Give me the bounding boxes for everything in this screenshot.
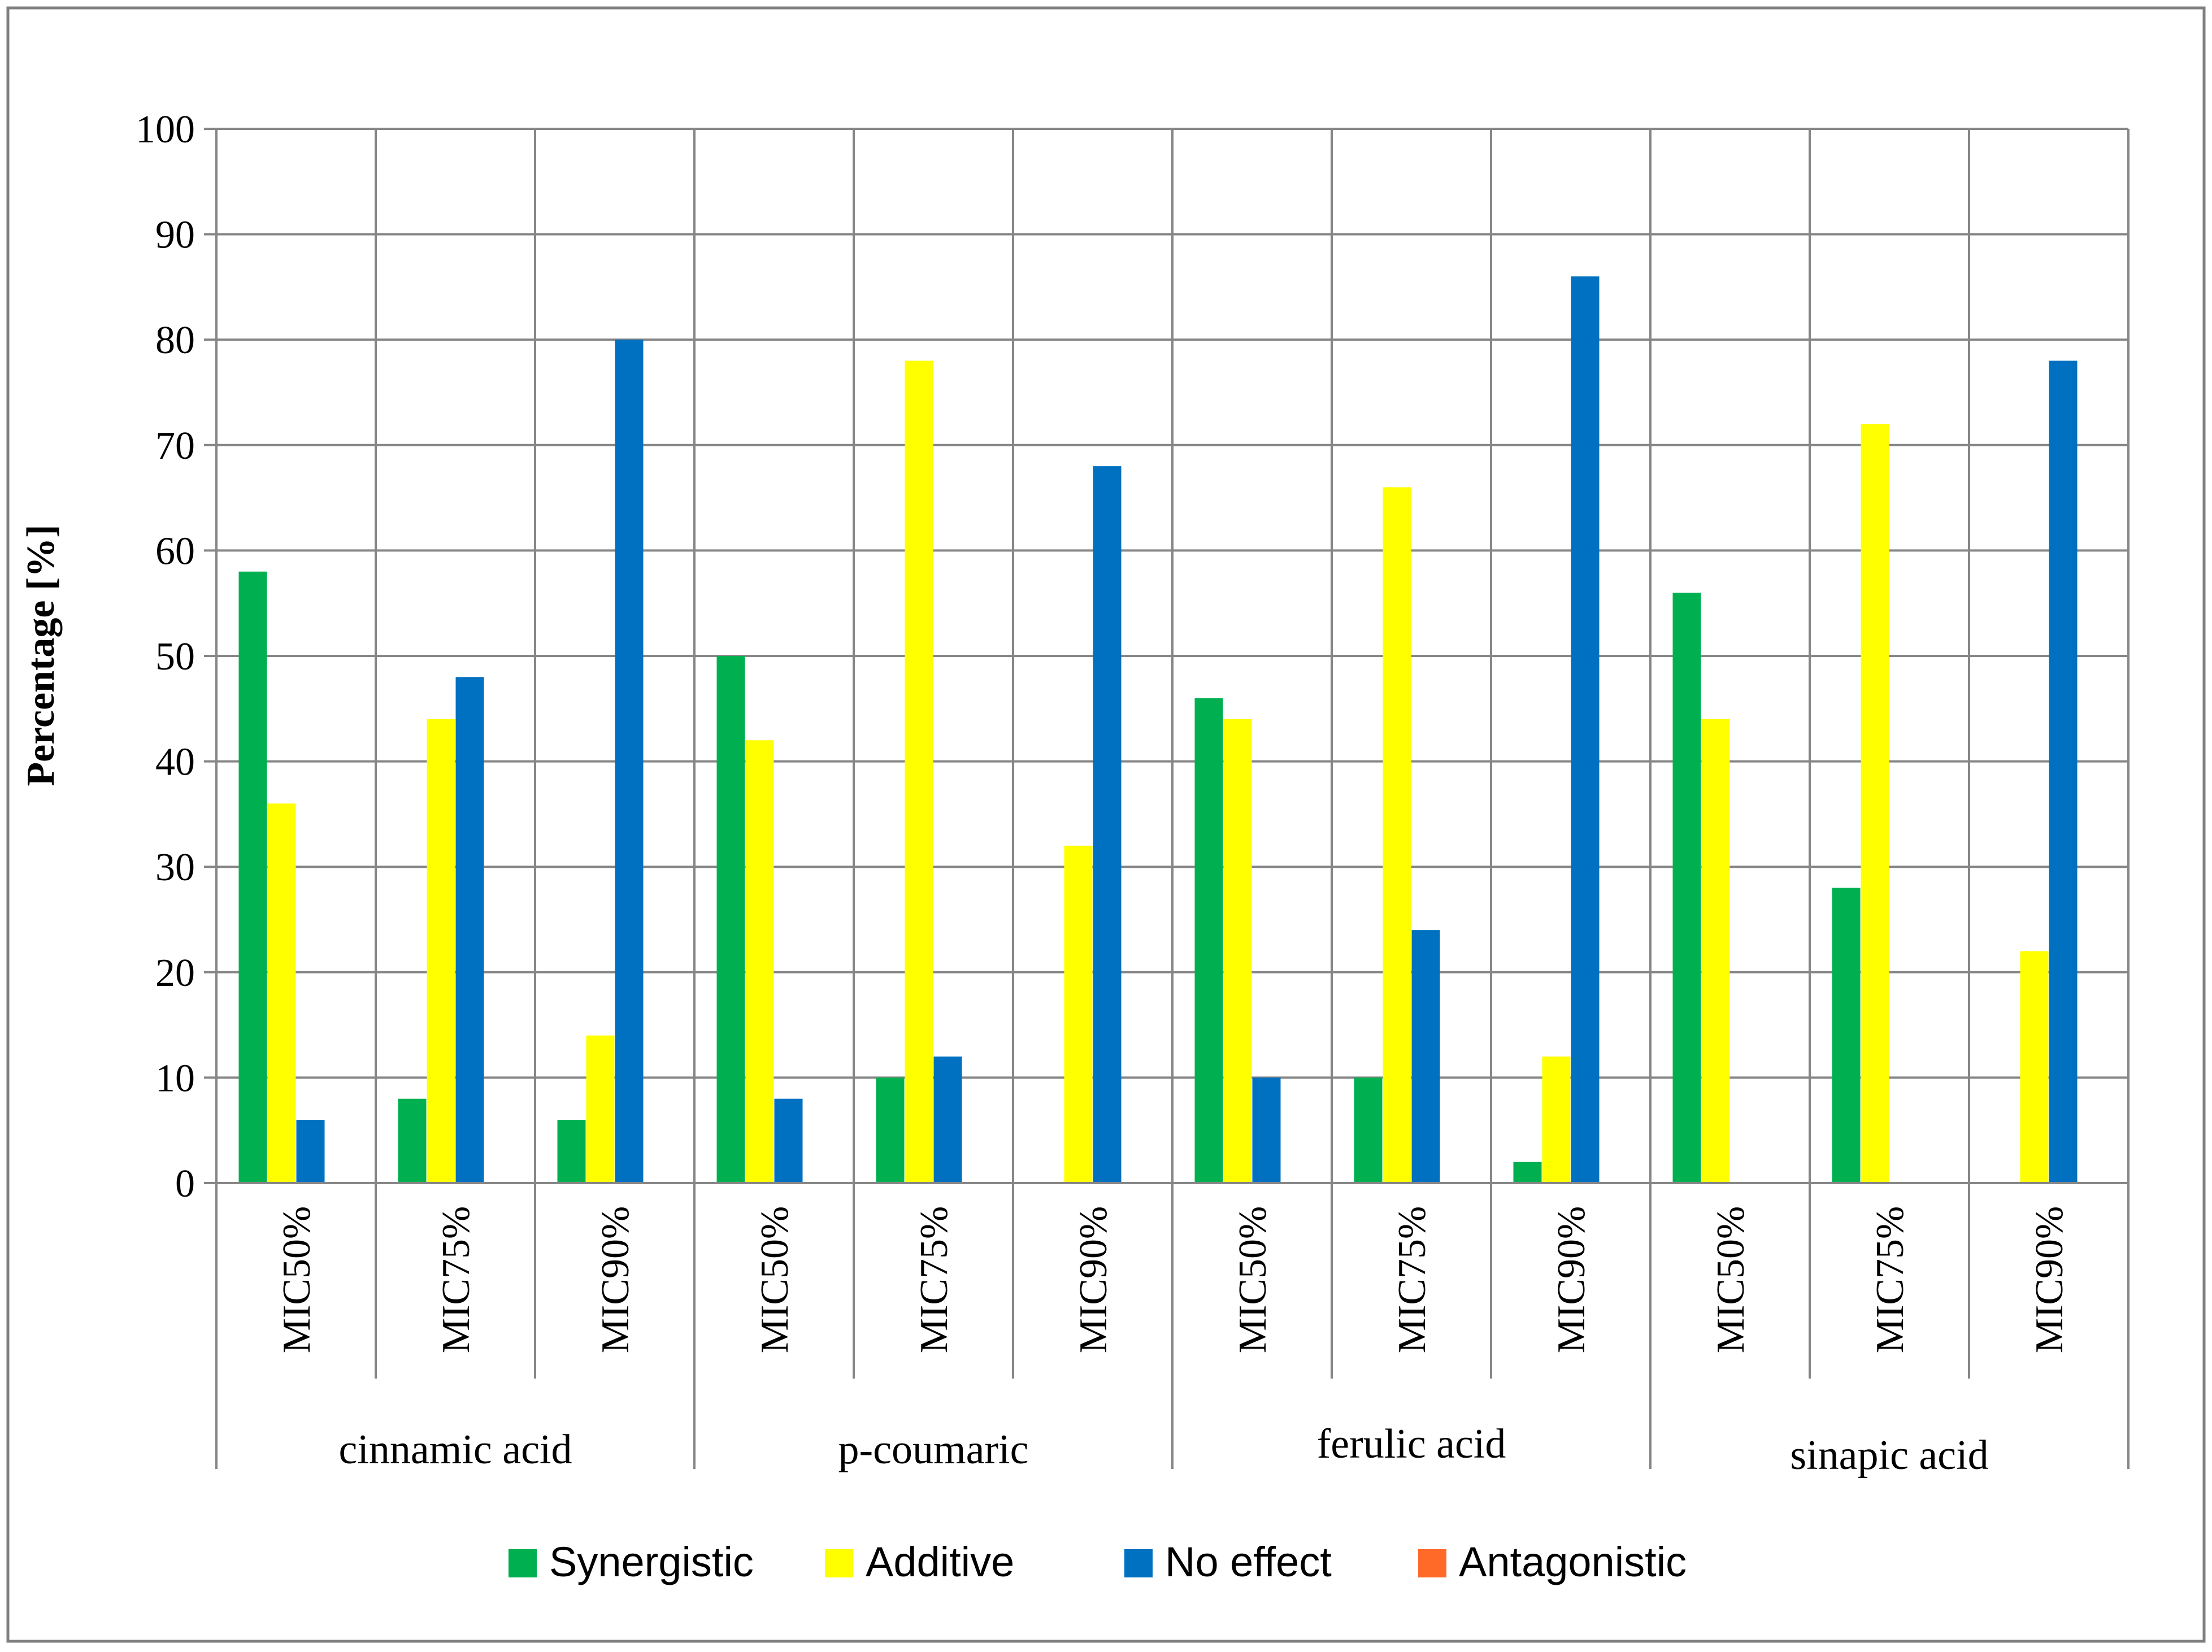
y-tick-label: 20 — [155, 951, 195, 995]
bar-no-effect — [2049, 360, 2078, 1183]
bar-no-effect — [1571, 276, 1600, 1183]
group-label: cinnamic acid — [339, 1427, 572, 1473]
bar-no-effect — [615, 340, 644, 1184]
bar-additive — [1064, 845, 1093, 1183]
bar-additive — [267, 803, 296, 1183]
category-label: MIC90% — [1072, 1206, 1115, 1354]
group-label: p-coumaric — [838, 1427, 1029, 1473]
category-label: MIC75% — [1390, 1206, 1434, 1354]
bar-additive — [1701, 719, 1730, 1183]
category-label: MIC90% — [1550, 1206, 1593, 1354]
bar-synergistic — [398, 1098, 427, 1183]
y-tick-label: 40 — [155, 741, 195, 784]
bar-no-effect — [1093, 466, 1122, 1183]
bar-synergistic — [1672, 593, 1701, 1183]
bar-synergistic — [1513, 1162, 1542, 1183]
bar-no-effect — [1411, 930, 1440, 1183]
category-label: MIC50% — [1231, 1206, 1275, 1354]
bar-no-effect — [774, 1098, 803, 1183]
bar-synergistic — [238, 571, 267, 1183]
group-label: sinapic acid — [1790, 1432, 1988, 1479]
bar-no-effect — [296, 1120, 325, 1183]
bar-additive — [427, 719, 455, 1183]
bar-synergistic — [1194, 698, 1223, 1183]
category-label: MIC50% — [1709, 1206, 1753, 1354]
y-tick-label: 80 — [155, 319, 195, 362]
legend-label: Additive — [866, 1538, 1014, 1585]
bar-additive — [1223, 719, 1252, 1183]
legend-label: Antagonistic — [1459, 1538, 1687, 1585]
y-tick-label: 60 — [155, 529, 195, 573]
y-tick-label: 100 — [136, 108, 195, 151]
legend-label: Synergistic — [549, 1538, 754, 1585]
category-label: MIC50% — [753, 1206, 797, 1354]
category-label: MIC75% — [912, 1206, 956, 1354]
y-axis-title: Percentage [%] — [19, 524, 63, 786]
bar-no-effect — [1252, 1077, 1281, 1183]
legend-swatch-synergistic — [509, 1549, 537, 1577]
bar-no-effect — [933, 1057, 962, 1183]
category-label: MIC90% — [2028, 1206, 2071, 1354]
bar-additive — [905, 360, 933, 1183]
y-tick-label: 50 — [155, 635, 195, 679]
bar-synergistic — [1354, 1077, 1383, 1183]
legend: Synergistic Additive No effect Antagonistic — [509, 1538, 1687, 1585]
legend-label: No effect — [1165, 1538, 1332, 1585]
y-tick-label: 0 — [175, 1162, 195, 1206]
category-label: MIC75% — [1868, 1206, 1912, 1354]
bar-additive — [586, 1035, 615, 1183]
y-tick-label: 30 — [155, 846, 195, 889]
bar-additive — [1542, 1057, 1571, 1183]
bar-synergistic — [1832, 888, 1861, 1183]
bar-additive — [1861, 424, 1889, 1183]
group-label: ferulic acid — [1317, 1421, 1506, 1467]
bar-additive — [2020, 951, 2049, 1183]
axes: 0 10 20 30 40 50 60 70 80 90 100 MIC50% MIC75% MIC90%… — [136, 108, 2130, 1479]
category-label: MIC50% — [275, 1206, 319, 1354]
category-label: MIC90% — [594, 1206, 637, 1354]
bar-synergistic — [876, 1077, 905, 1183]
bar-additive — [1383, 487, 1411, 1184]
legend-swatch-antagonistic — [1418, 1549, 1446, 1577]
bar-synergistic — [557, 1120, 586, 1183]
legend-swatch-additive — [825, 1549, 853, 1577]
legend-swatch-no-effect — [1124, 1549, 1153, 1577]
bar-no-effect — [455, 677, 484, 1183]
bar-synergistic — [716, 656, 745, 1183]
y-tick-label: 70 — [155, 424, 195, 468]
y-tick-label: 10 — [155, 1057, 195, 1100]
category-label: MIC75% — [434, 1206, 478, 1354]
bar-additive — [745, 740, 774, 1183]
y-tick-label: 90 — [155, 214, 195, 257]
bars — [238, 276, 2078, 1184]
